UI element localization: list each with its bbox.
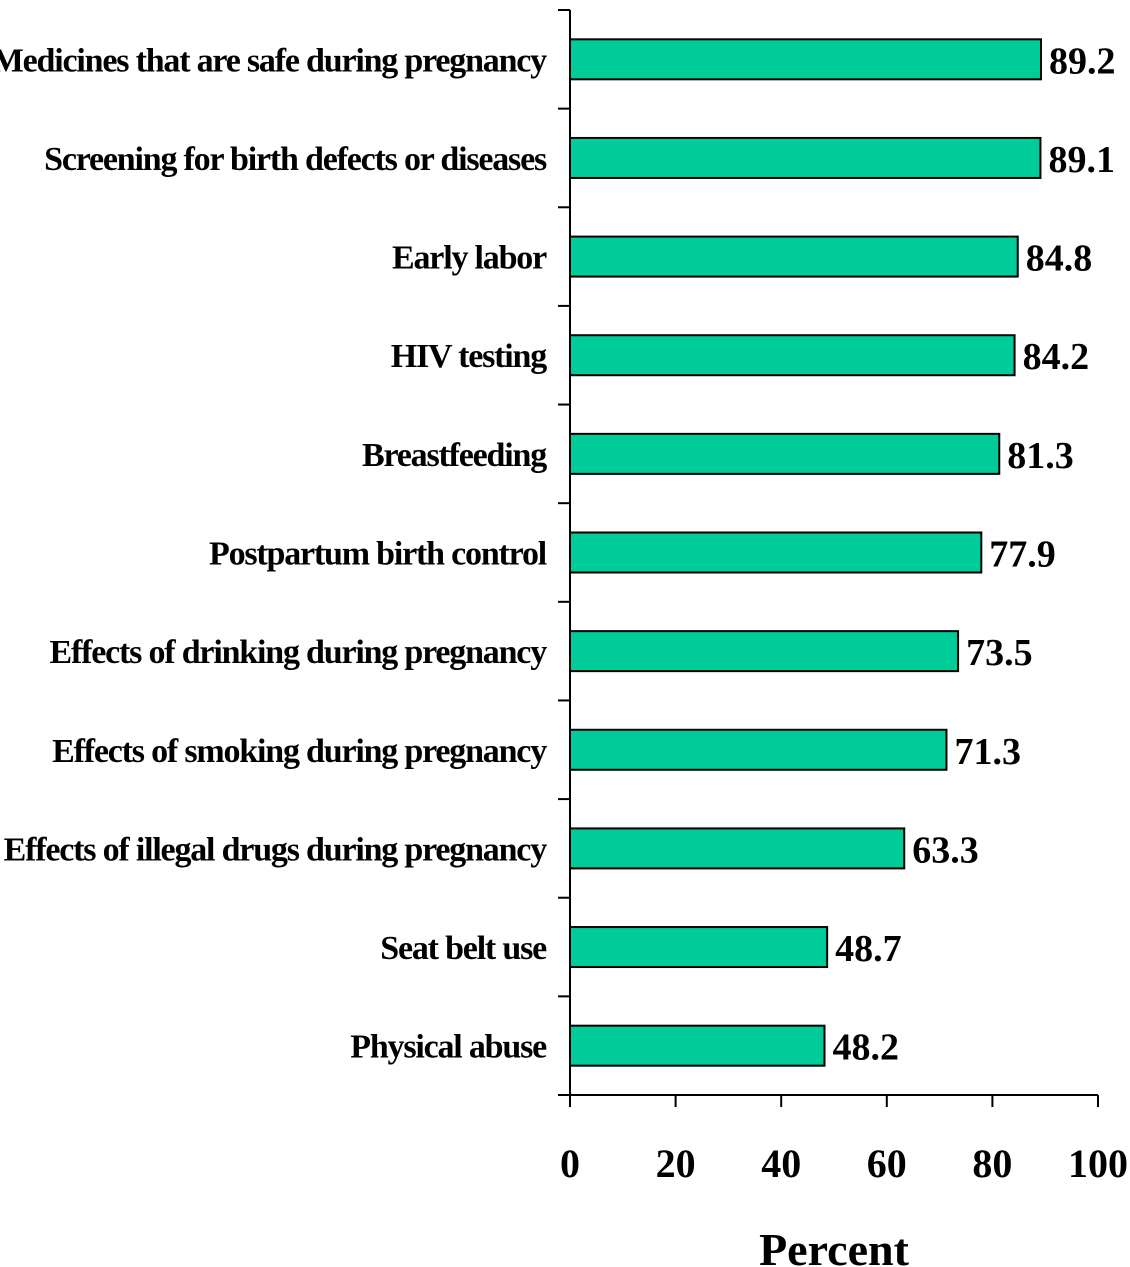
bar (569, 926, 829, 969)
category-label: Effects of illegal drugs during pregnanc… (4, 831, 548, 868)
category-label: Postpartum birth control (209, 536, 547, 573)
data-label: 73.5 (966, 632, 1033, 674)
category-label: Breastfeeding (362, 437, 547, 474)
category-label: HIV testing (391, 338, 547, 375)
x-tick-label: 0 (560, 1141, 580, 1186)
x-tick-label: 20 (656, 1141, 696, 1186)
category-label: Effects of drinking during pregnancy (50, 634, 548, 671)
data-label: 89.1 (1048, 139, 1115, 181)
bar (569, 334, 1016, 377)
bar (569, 136, 1042, 179)
axes-layer (569, 10, 1098, 1096)
bar (569, 728, 948, 771)
labels-layer: Medicines that are safe during pregnancy… (0, 40, 1128, 1186)
x-tick-label: 60 (867, 1141, 907, 1186)
data-label: 84.8 (1026, 238, 1093, 280)
bar (569, 432, 1001, 475)
category-label: Screening for birth defects or diseases (44, 141, 547, 178)
data-label: 81.3 (1007, 435, 1073, 477)
x-axis-title: Percent (759, 1224, 910, 1267)
data-label: 63.3 (912, 829, 979, 871)
x-tick-label: 100 (1068, 1141, 1128, 1186)
bar (569, 235, 1019, 278)
data-label: 48.7 (835, 928, 902, 970)
category-label: Seat belt use (380, 930, 547, 967)
bar (569, 38, 1042, 81)
data-label: 84.2 (1023, 336, 1089, 378)
data-label: 48.2 (832, 1027, 899, 1069)
category-label: Physical abuse (350, 1029, 547, 1066)
category-label: Effects of smoking during pregnancy (52, 733, 547, 770)
bar (569, 827, 906, 870)
bar (569, 531, 983, 574)
bars-layer (569, 38, 1042, 1067)
bar (569, 630, 960, 673)
category-label: Early labor (392, 240, 547, 277)
x-tick-label: 40 (761, 1141, 801, 1186)
data-label: 89.2 (1049, 40, 1116, 82)
data-label: 71.3 (954, 731, 1021, 773)
category-label: Medicines that are safe during pregnancy (0, 42, 547, 79)
ticks-layer (558, 9, 1099, 1107)
bar (569, 1024, 826, 1067)
x-tick-label: 80 (972, 1141, 1012, 1186)
data-label: 77.9 (989, 534, 1056, 576)
